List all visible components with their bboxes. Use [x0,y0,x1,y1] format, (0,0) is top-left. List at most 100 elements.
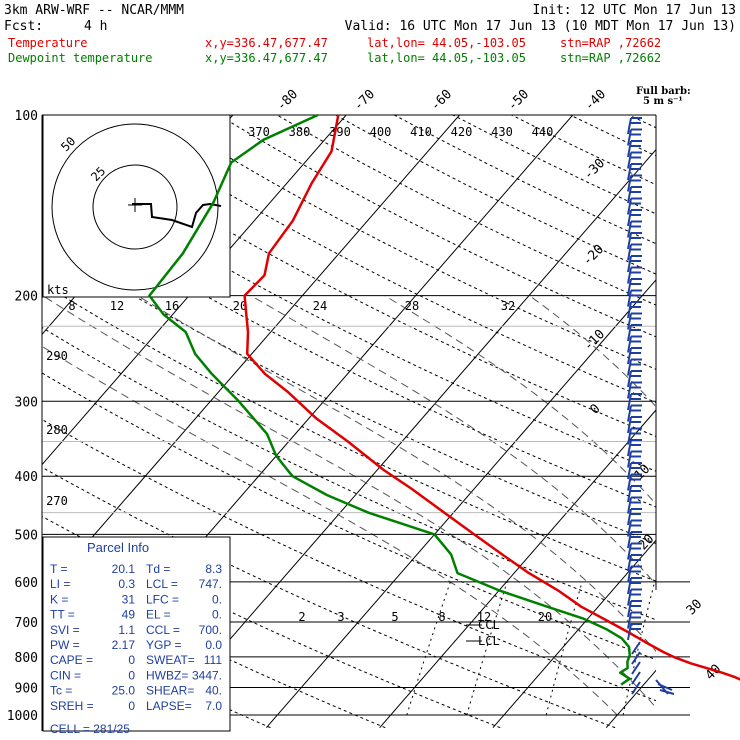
wind-barb-staff [627,163,632,181]
wind-barb-staff [627,416,632,434]
parcel-label: TT = [50,608,75,622]
wind-barb-staff [627,508,632,526]
isotherm-line [720,115,740,728]
barb-legend-title: Full barb: [636,86,691,97]
isotherm-label-top: -60 [428,87,455,114]
parcel-value: 0 [128,653,135,667]
isotherm-line [492,539,656,729]
wind-barb-staff [627,451,632,468]
theta-label-left: 280 [46,423,68,437]
hodograph-speed-label: 20 [233,299,247,313]
isotherm-label-top: -50 [505,87,532,114]
hodograph-trace [132,202,222,229]
wind-barb-staff [627,186,632,204]
wind-barb-staff [627,209,632,227]
pressure-label: 600 [15,576,38,591]
dry-adiabat [0,115,41,728]
wind-barb-staff [631,681,641,695]
barb-legend-value: 5 m s⁻¹ [643,96,683,107]
parcel-info-box: Parcel Info T = 20.1 Td = 8.3 LI = 0.3 LCL = 74… [42,536,231,736]
dry-adiabat [42,419,656,702]
ccl-marker: CCL [478,618,500,632]
hodograph-speed-label: 24 [313,299,327,313]
mixing-ratio-line [406,581,451,716]
init-time: Init: 12 UTC Mon 17 Jun 13 [533,3,737,18]
wind-barb-staff [627,566,632,583]
pressure-label: 1000 [7,709,38,724]
mixing-ratio-label: 3 [337,610,344,624]
isotherm-label-top: -40 [582,87,609,114]
dewpoint-legend: Dewpoint temperature [8,51,153,65]
isotherm-label-right: -20 [580,242,607,269]
parcel-label: LI = [50,577,70,591]
wind-barb-staff [631,651,641,665]
parcel-label: YGP = [146,638,181,652]
wind-barb-staff [627,290,632,307]
parcel-label: LCL = [146,577,178,591]
temperature-station: stn=RAP ,72662 [560,36,661,50]
mixing-ratio-label: 20 [538,610,552,624]
parcel-value: 0 [128,668,135,682]
wind-barb-staff [627,324,632,342]
wind-barb-staff [627,577,632,595]
parcel-info-title: Parcel Info [87,540,149,555]
parcel-label: SVI = [50,623,80,637]
mixing-ratio-line [622,581,656,716]
dewpoint-latlon: lat,lon= 44.05,-103.05 [367,51,526,65]
dry-adiabat [42,196,656,508]
wind-barb-staff [627,370,632,388]
dry-adiabat [100,115,656,404]
parcel-value: 7.0 [205,699,222,713]
wind-barb-staff [627,301,632,319]
theta-label: 430 [491,125,513,139]
wind-barb-staff [627,428,632,445]
parcel-value: 2.17 [112,638,136,652]
mixing-ratio-label: 5 [391,610,398,624]
dewpoint-station: stn=RAP ,72662 [560,51,661,65]
dry-adiabat [569,115,656,157]
level-markers: CCL LCL [466,618,500,648]
wind-barb-staff [627,117,632,135]
pressure-label: 500 [15,528,38,543]
isotherm-label-top: -80 [274,87,301,114]
wind-barb-staff [627,589,632,606]
dry-adiabat [159,115,656,370]
isotherm-line [152,148,656,729]
wind-barb-staff [627,175,632,192]
theta-label: 440 [532,125,554,139]
parcel-label: LAPSE= [146,699,192,713]
parcel-value: 0.0 [205,638,222,652]
parcel-value: 49 [122,608,136,622]
isotherm-label-right: -10 [581,327,608,354]
mixing-ratio-label: 8 [438,610,445,624]
parcel-label: CAPE = [50,653,93,667]
wind-barb-staff [627,347,632,365]
wind-barb-staff [627,336,632,353]
hodograph-speed-label: 28 [405,299,419,313]
parcel-label: T = [50,562,67,576]
wind-barb-staff [627,393,632,411]
parcel-value: 700. [199,623,222,637]
parcel-value: 3447. [192,668,222,682]
dewpoint-profile [148,113,631,686]
temperature-legend: Temperature [8,36,87,50]
wind-barb-staff [627,382,632,399]
parcel-label: CCL = [146,623,180,637]
dry-adiabat [335,115,656,275]
pressure-label: 900 [15,682,38,697]
wind-barb-staff [627,232,632,250]
moist-adiabat [250,295,656,586]
mixing-ratio-label: 2 [298,610,305,624]
isotherm-line [0,115,6,728]
parcel-value: 0. [212,592,222,606]
mixing-ratio-label: 12 [477,610,491,624]
wind-barb-staff [627,485,632,503]
hodograph-units: kts [47,283,69,297]
valid-time: Valid: 16 UTC Mon 17 Jun 13 (10 MDT Mon … [345,19,736,34]
isotherm-line [42,115,460,596]
wind-barb-staff [627,623,632,641]
hodograph: 25 50 kts [42,114,231,298]
dry-adiabat [42,466,616,729]
wind-barb-staff [627,520,632,537]
parcel-label: K = [50,592,68,606]
